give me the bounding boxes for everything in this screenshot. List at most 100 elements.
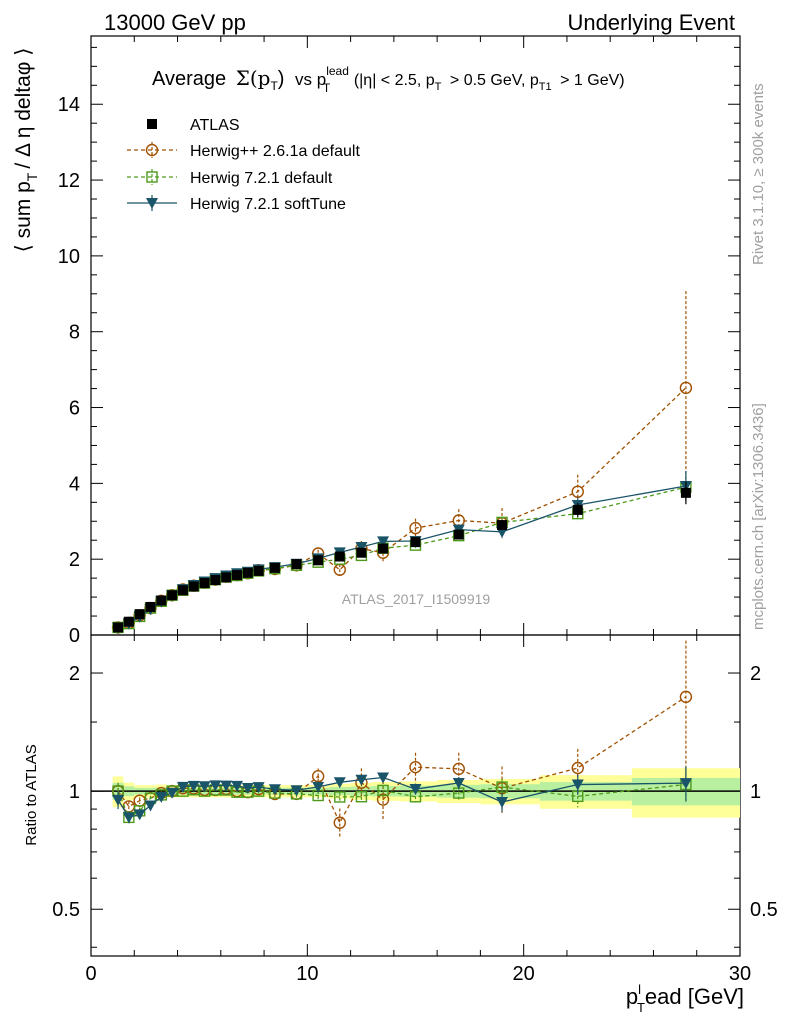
ratio-point-herwig-7-2-1-softtune [252,782,265,794]
ratio-point-herwig-7-2-1-softtune [409,784,422,796]
ratio-point-herwig-2-6-1a-default [311,770,325,783]
x-axis-label-sup: l [638,982,641,997]
rivet-label: Rivet 3.1.10, ≥ 300k events [750,83,767,265]
x-axis-label: pl Tead [GeV] [626,982,744,1015]
ratio-point-herwig-7-2-1-softtune [209,780,222,792]
title-lead-sup: lead [326,64,349,78]
title-sigma-sub: T [270,79,278,93]
point-atlas [680,487,691,498]
plot-title: Average Σ(pT) vs plead T (|η| < 2.5, pT >… [152,64,625,97]
legend-label-herwig-2-6-1a-default: Herwig++ 2.6.1a default [190,143,360,160]
legend-marker-herwig-7-2-1-default [146,171,158,183]
title-cuts-sub-2: T1 [539,81,552,93]
title-cuts-2: > 0.5 GeV, p [450,72,539,89]
point-atlas [497,520,508,531]
point-atlas [572,504,583,515]
point-atlas [123,616,134,627]
x-axis-label-p: p [626,984,638,1009]
title-cuts-3: > 1 GeV) [560,72,624,89]
y-tick-label: 0 [69,625,80,647]
x-tick-label: 10 [296,963,318,985]
title-average: Average [152,68,226,90]
point-atlas [232,570,243,581]
x-tick-label: 30 [729,963,751,985]
ratio-y-axis-label: Ratio to ATLAS [23,744,40,845]
ratio-point-herwig-7-2-1-softtune [377,772,390,784]
ratio-point-herwig-7-2-1-softtune [333,777,346,789]
ratio-point-herwig-2-6-1a-default [679,690,693,704]
point-atlas [269,562,280,573]
ratio-point-herwig-7-2-1-default [377,784,389,797]
ratio-point-herwig-7-2-1-softtune [241,783,254,795]
legend-marker-herwig-2-6-1a-default [145,143,159,157]
ratio-point-herwig-7-2-1-softtune [187,780,200,792]
analysis-watermark: ATLAS_2017_I1509919 [342,591,491,607]
point-atlas [177,585,188,596]
ratio-point-herwig-2-6-1a-default [571,761,584,775]
ratio-point-herwig-7-2-1-softtune [312,781,325,793]
point-atlas [313,555,324,566]
point-atlas [453,529,464,540]
ratio-tick-label-left: 2 [69,663,80,685]
ratio-point-herwig-7-2-1-softtune [679,778,692,790]
point-herwig-7-2-1-softtune [355,542,368,554]
y-tick-label: 14 [58,94,80,116]
y-tick-label: 10 [58,246,80,268]
ratio-tick-label-left: 0.5 [52,899,80,921]
ratio-point-herwig-7-2-1-softtune [220,780,233,792]
ratio-point-herwig-7-2-1-softtune [133,809,146,821]
title-cuts-1: (|η| < 2.5, p [354,72,435,89]
header-left: 13000 GeV pp [104,10,246,35]
ratio-point-herwig-7-2-1-softtune [571,779,584,791]
point-atlas [378,543,389,554]
ratio-point-herwig-7-2-1-softtune [176,781,189,793]
ratio-point-herwig-7-2-1-softtune [452,777,465,789]
x-axis-label-sub: T [637,1000,645,1015]
title-vs: vs p [295,70,326,89]
title-close: ) [278,68,285,90]
point-atlas [221,572,232,583]
title-sigma: Σ(p [236,66,271,90]
ratio-point-herwig-7-2-1-softtune [268,784,281,796]
point-herwig-2-6-1a-default [409,521,422,535]
ratio-point-herwig-7-2-1-default [496,781,508,793]
point-atlas [188,581,199,592]
ratio-point-herwig-7-2-1-softtune [144,800,157,812]
x-axis-label-rest: ead [GeV] [645,984,744,1009]
y-axis-label-a: ⟨ sum p [12,181,35,252]
ratio-point-herwig-7-2-1-default [355,791,368,803]
point-atlas [145,601,156,612]
point-herwig-2-6-1a-default [679,381,693,395]
ratio-tick-label-right: 2 [750,663,761,685]
legend-marker-atlas [147,119,157,129]
ratio-point-herwig-7-2-1-softtune [122,812,135,824]
x-tick-label: 20 [513,963,535,985]
point-atlas [291,559,302,570]
point-atlas [134,609,145,620]
ratio-point-herwig-2-6-1a-default [409,760,422,774]
point-atlas [113,622,124,633]
ratio-point-herwig-2-6-1a-default [452,762,465,776]
x-tick-label: 0 [85,963,96,985]
y-tick-label: 8 [69,322,80,344]
point-atlas [167,590,178,601]
title-cuts-sub-1: T [435,81,442,93]
ratio-point-herwig-2-6-1a-default [333,816,346,829]
ratio-point-herwig-7-2-1-softtune [355,774,368,786]
ratio-tick-label-right: 1 [750,781,761,803]
ratio-point-herwig-7-2-1-softtune [198,781,211,793]
point-atlas [410,537,421,548]
point-atlas [334,551,345,562]
ratio-point-herwig-7-2-1-softtune [231,780,244,792]
main-panel-marks [111,291,693,634]
y-tick-label: 4 [69,473,80,495]
header-right: Underlying Event [567,10,735,35]
point-herwig-2-6-1a-default [571,485,584,498]
point-atlas [210,575,221,586]
legend-label-herwig-7-2-1-softtune: Herwig 7.2.1 softTune [190,196,346,213]
ratio-point-herwig-7-2-1-softtune [496,797,509,809]
y-axis-label: ⟨ sum pT / Δ η deltaφ ⟩ [12,48,40,253]
ratio-tick-label-left: 1 [69,781,80,803]
